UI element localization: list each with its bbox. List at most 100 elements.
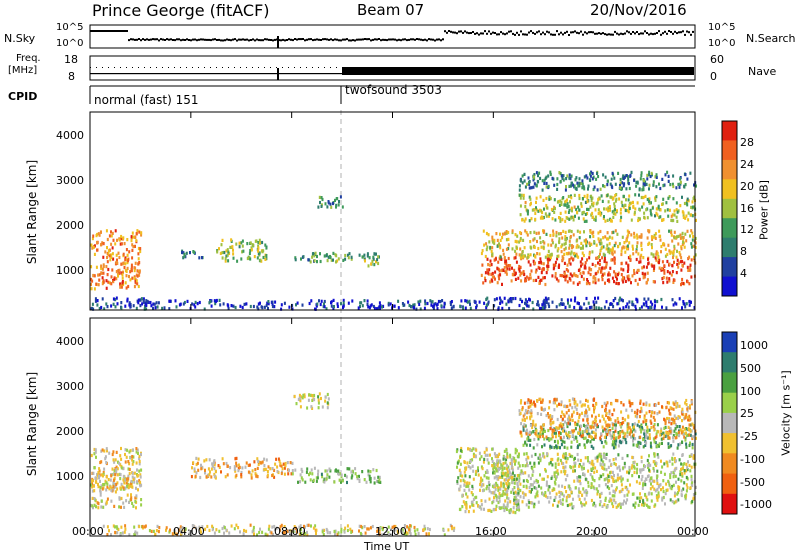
velocity-cell [582,462,585,466]
velocity-cell [367,473,370,477]
power-cell [610,218,612,222]
velocity-cell [548,437,551,441]
velocity-cell [516,500,519,504]
power-cell [102,255,105,259]
power-cell [614,241,617,245]
velocity-cell [682,432,685,436]
velocity-cell [632,503,635,507]
power-cell [210,304,213,308]
power-cell [497,260,500,264]
power-cell [136,229,139,233]
power-cell [558,303,561,307]
power-cell [585,296,588,301]
velocity-cell [264,467,267,471]
power-cell [654,304,656,308]
power-cell [572,233,575,237]
velocity-cell [588,432,591,436]
velocity-cell [603,463,606,467]
velocity-cell [634,437,637,441]
power-cell [252,243,255,247]
velocity-cell [260,461,263,465]
power-cell [326,259,329,263]
velocity-cell [126,493,129,497]
power-cell [183,254,186,258]
power-cell [308,301,311,306]
velocity-cell [532,430,535,434]
power-cell [613,250,616,254]
power-cell [499,255,502,259]
power-cell [120,306,123,310]
velocity-cell [587,459,589,463]
velocity-cell [272,532,275,537]
velocity-cell [530,409,533,413]
power-cell [633,211,636,215]
velocity-cell [627,490,630,494]
power-cell [646,173,649,177]
power-cell [557,232,560,236]
velocity-cell [98,476,100,480]
nsky-mark [92,30,94,32]
power-cell [548,304,551,309]
power-cell [577,255,580,259]
velocity-cell [527,405,530,409]
velocity-cell [629,428,632,432]
nsky-mark [138,38,140,40]
velocity-cell [256,533,258,537]
power-cell [361,255,364,259]
velocity-cell [458,507,461,511]
nsky-mark [118,30,120,32]
power-cell [106,237,109,242]
velocity-cell [647,436,650,440]
velocity-cell [122,501,125,505]
power-cell [598,258,601,263]
power-cell [691,231,694,235]
power-cell [552,267,555,271]
velocity-cell [477,504,479,508]
velocity-cell [601,404,604,409]
velocity-cell [624,438,627,442]
velocity-cell [135,506,137,510]
velocity-cell [681,425,684,429]
velocity-cell [680,431,683,435]
velocity-cell [663,417,666,421]
velocity-cell [303,395,306,399]
velocity-cell [690,465,693,469]
velocity-cell [622,431,625,435]
velocity-cell [599,494,602,498]
power-cell [600,241,603,245]
power-cell [648,183,651,187]
velocity-cell [615,439,618,443]
velocity-cell [610,484,613,488]
power-cell [257,249,260,253]
velocity-cell [506,455,509,459]
power-cell [595,243,598,247]
velocity-cell [110,499,113,503]
power-cell [617,244,620,248]
velocity-cell [587,484,590,488]
velocity-cell [619,502,622,506]
velocity-cell [549,496,552,500]
velocity-cell [579,400,582,404]
power-cell [537,209,540,213]
velocity-cell [614,463,617,467]
velocity-cell [123,481,126,485]
velocity-cell [665,488,668,492]
power-cell [679,204,682,208]
power-cell [652,280,655,284]
power-cell [532,185,535,189]
power-cell [579,271,582,275]
velocity-cell [203,459,206,463]
velocity-cell [531,425,534,430]
velocity-cell [323,477,326,481]
velocity-cell [300,395,303,399]
velocity-cell [608,486,611,491]
power-cell [230,304,233,308]
velocity-cell [639,401,642,405]
velocity-cell [527,474,530,478]
velocity-cell [656,412,659,416]
velocity-cell [548,400,551,404]
velocity-cell [204,468,206,472]
power-cell [577,184,580,188]
freq-mark [98,73,100,75]
power-cell [360,301,363,305]
